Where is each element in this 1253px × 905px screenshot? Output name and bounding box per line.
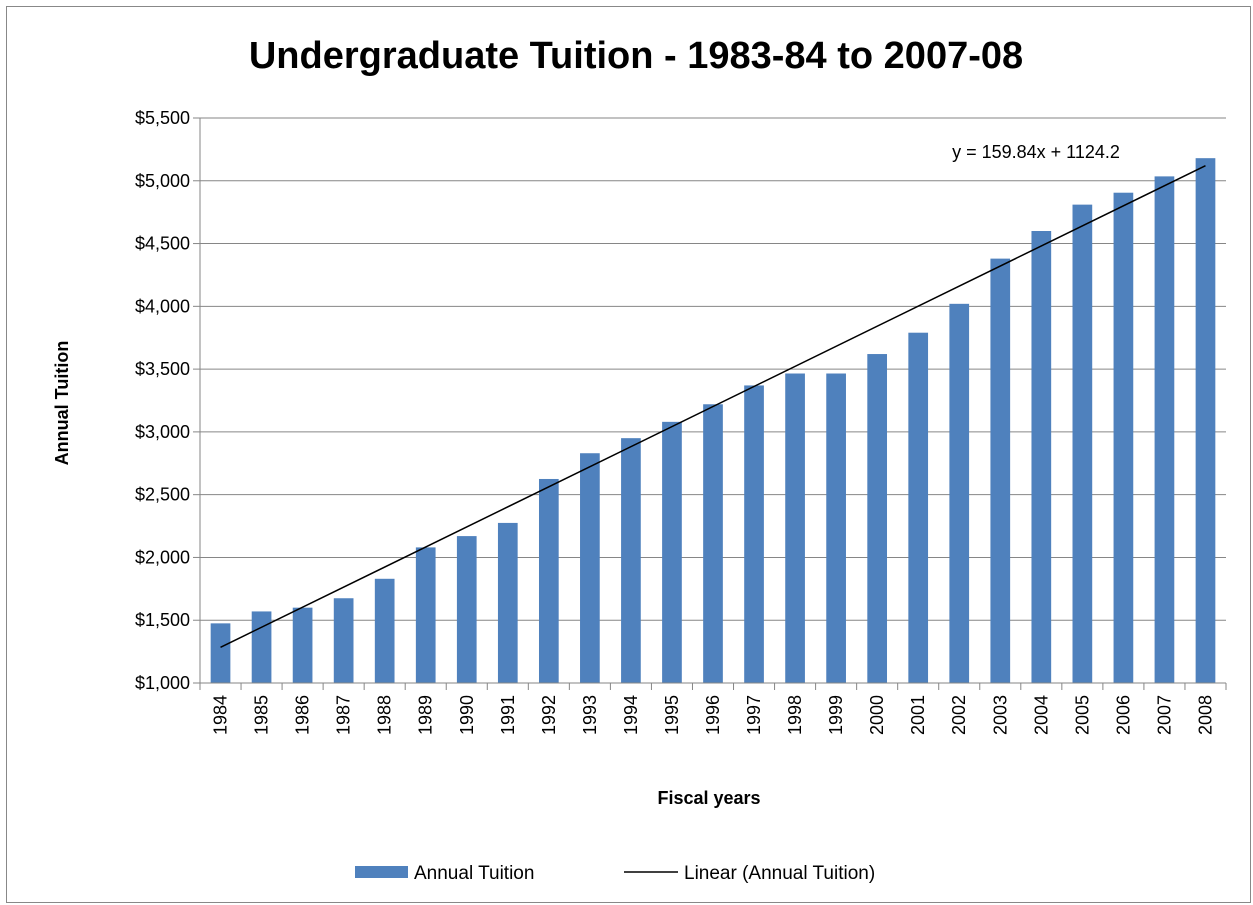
bar-1991	[497, 522, 518, 683]
y-tick-label: $1,000	[135, 673, 190, 693]
chart-title: Undergraduate Tuition - 1983-84 to 2007-…	[249, 35, 1023, 77]
y-tick-label: $4,000	[135, 296, 190, 316]
y-tick-label: $3,000	[135, 422, 190, 442]
x-tick-label: 2001	[908, 695, 928, 735]
x-tick-label: 1989	[416, 695, 436, 735]
bar-1999	[826, 373, 846, 683]
legend-bar-swatch	[355, 866, 408, 878]
axes	[199, 118, 1227, 690]
x-axis-title: Fiscal years	[657, 788, 760, 808]
bar-1986	[292, 607, 313, 683]
y-tick-label: $3,500	[135, 359, 190, 379]
bar-2007	[1154, 176, 1175, 683]
x-tick-label: 2002	[949, 695, 969, 735]
x-tick-label: 1998	[785, 695, 805, 735]
bar-2005	[1072, 204, 1093, 683]
bar-2004	[1031, 231, 1052, 683]
y-tick-label: $4,500	[135, 234, 190, 254]
y-tick-label: $1,500	[135, 610, 190, 630]
bar-2002	[949, 303, 970, 683]
gridlines	[193, 117, 1226, 684]
x-tick-label: 1996	[703, 695, 723, 735]
x-tick-label: 1995	[662, 695, 682, 735]
x-tick-label: 2008	[1195, 695, 1215, 735]
x-tick-label: 1999	[826, 695, 846, 735]
x-tick-label: 1984	[211, 695, 231, 735]
trendline	[220, 165, 1206, 649]
legend-label-trendline: Linear (Annual Tuition)	[684, 863, 875, 884]
bar-1996	[703, 404, 723, 683]
bar-series	[210, 158, 1216, 683]
trendline-equation: y = 159.84x + 1124.2	[952, 142, 1120, 162]
x-tick-label: 2004	[1031, 695, 1051, 735]
bar-1985	[251, 611, 272, 683]
y-tick-label: $2,000	[135, 547, 190, 567]
x-tick-label: 1987	[334, 695, 354, 735]
y-axis-title: Annual Tuition	[52, 341, 72, 466]
bar-2000	[867, 354, 888, 683]
bar-1995	[662, 421, 682, 683]
bar-1990	[456, 536, 477, 683]
x-tick-label: 2000	[867, 695, 887, 735]
legend-label-bars: Annual Tuition	[414, 863, 534, 884]
bar-1992	[538, 478, 559, 683]
bar-1998	[785, 373, 805, 683]
x-tick-label: 1985	[252, 695, 272, 735]
bar-1993	[580, 453, 600, 683]
bar-1988	[374, 578, 395, 683]
bar-1994	[621, 438, 641, 683]
x-tick-label: 1988	[375, 695, 395, 735]
x-tick-label: 1992	[539, 695, 559, 735]
x-tick-label: 1994	[621, 695, 641, 735]
bar-2003	[990, 258, 1011, 683]
bar-2008	[1195, 158, 1216, 683]
y-axis-tick-labels: $1,000 $1,500 $2,000 $2,500 $3,000 $3,500 $4,0…	[135, 108, 190, 693]
y-tick-label: $2,500	[135, 485, 190, 505]
bar-2001	[908, 332, 929, 683]
bar-1997	[744, 385, 764, 683]
y-tick-label: $5,500	[135, 108, 190, 128]
x-tick-label: 1997	[744, 695, 764, 735]
x-tick-label: 2007	[1154, 695, 1174, 735]
bar-2006	[1113, 192, 1134, 683]
trendline-layer	[220, 165, 1206, 649]
bar-1987	[333, 598, 354, 683]
legend: Annual Tuition Linear (Annual Tuition)	[355, 863, 875, 884]
bar-1989	[415, 547, 436, 683]
x-tick-label: 2006	[1113, 695, 1133, 735]
y-tick-label: $5,000	[135, 171, 190, 191]
x-tick-label: 2005	[1072, 695, 1092, 735]
x-axis-tick-labels: 1984 1985 1986 1987 1988 1989 1990 1991 1992 1993…	[211, 695, 1216, 735]
x-tick-label: 1991	[498, 695, 518, 735]
x-tick-label: 2003	[990, 695, 1010, 735]
x-tick-label: 1993	[580, 695, 600, 735]
x-tick-label: 1990	[457, 695, 477, 735]
x-tick-label: 1986	[293, 695, 313, 735]
bar-1984	[210, 623, 231, 683]
